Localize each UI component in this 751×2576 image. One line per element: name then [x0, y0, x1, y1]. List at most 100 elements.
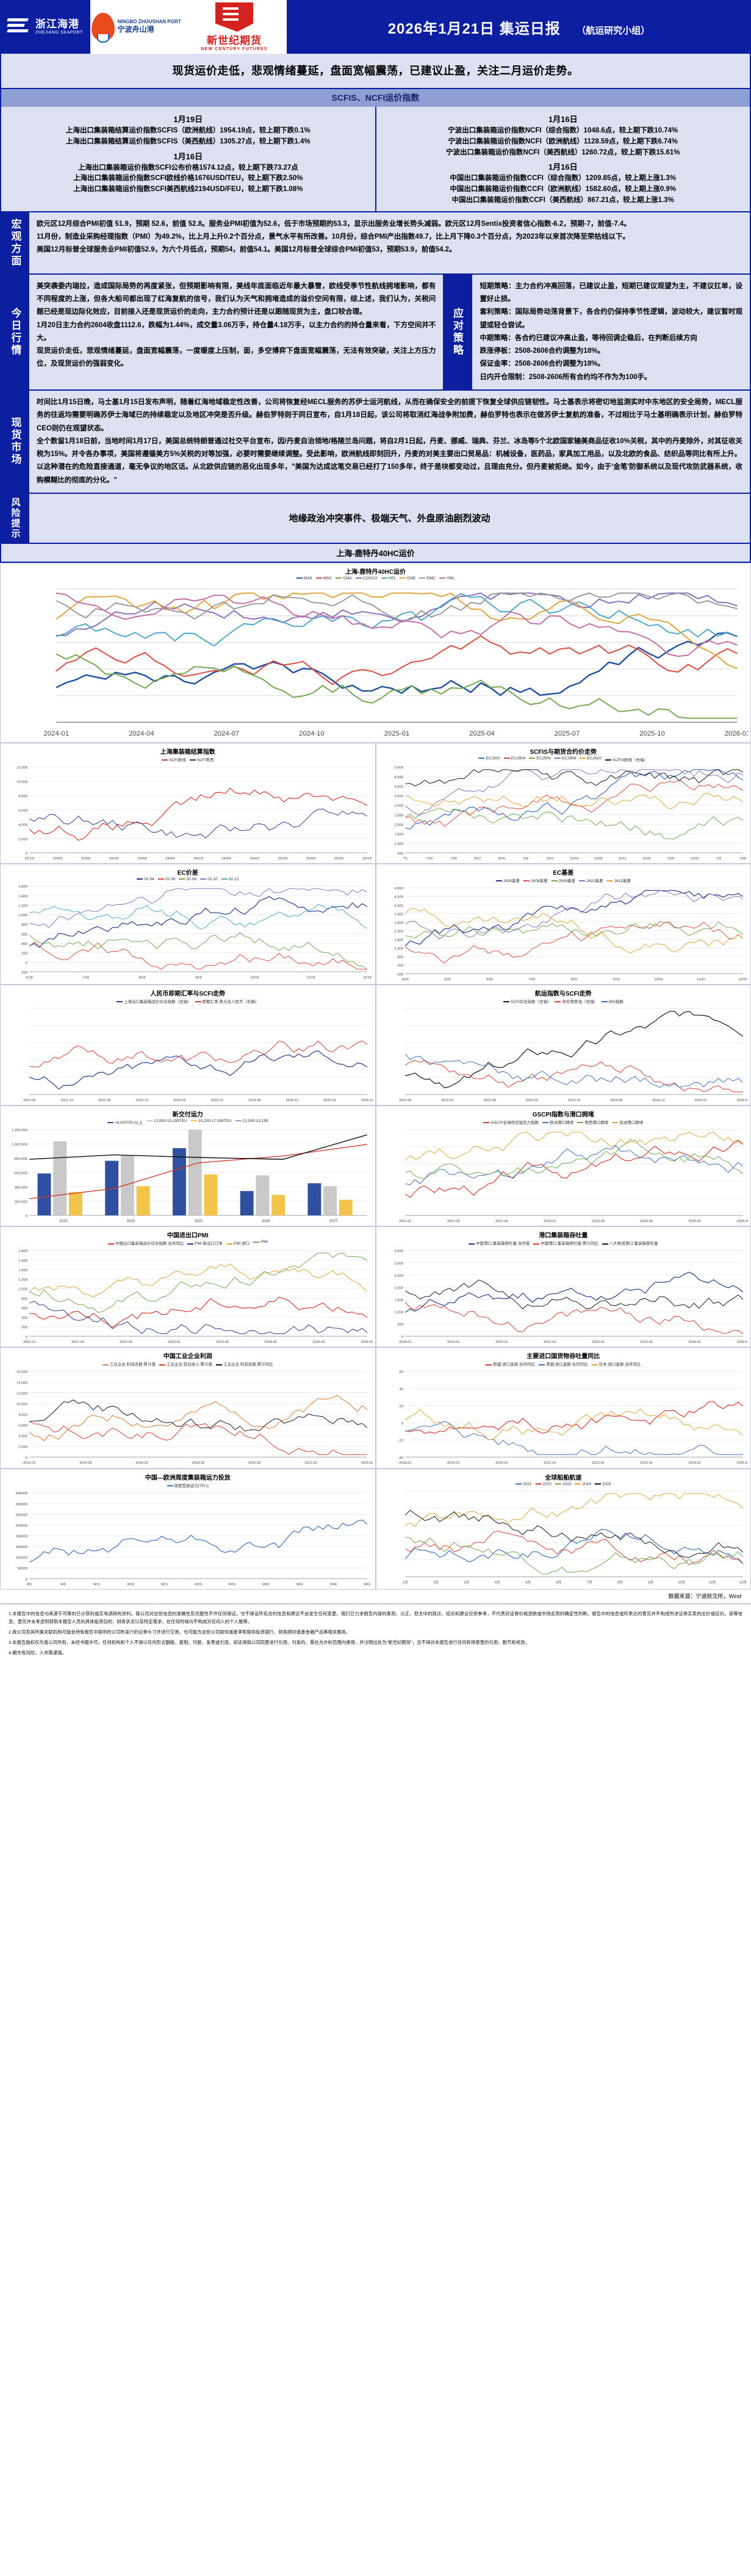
svg-text:2,000: 2,000: [394, 823, 403, 827]
logo-group: 浙江海港 ZHEJIANG SEAPORT NINGBO ZHOUSHAN PO…: [0, 0, 287, 54]
svg-text:2026: 2026: [262, 1220, 270, 1223]
legend-item: EC2608: [554, 756, 576, 762]
svg-text:7/29: 7/29: [450, 856, 456, 860]
svg-text:2022-02: 2022-02: [304, 1461, 317, 1465]
disclaimer-paragraph: 3.本报告版权仅为我公司所有，未经书面许可，任何机构和个人不得以任何形式翻版、复…: [9, 1639, 530, 1645]
svg-text:W1: W1: [27, 1582, 32, 1586]
chart-plot: 2021-06 2021-12 2022-06 2022-12 2023-06 2023-…: [3, 1005, 373, 1104]
chart-card: 上海集装箱结算指数 SCFI欧线 SCFI美西 12,000 10,000 8,000 6,…: [0, 742, 376, 864]
svg-text:4,000: 4,000: [394, 785, 403, 789]
svg-text:200,000: 200,000: [15, 1200, 28, 1204]
index-right-date2: 1月16日: [548, 162, 578, 172]
macro-section: 宏观方面 欧元区12月综合PMI初值 51.9，预期 52.6，前值 52.8。…: [0, 212, 751, 275]
svg-text:400: 400: [21, 942, 27, 946]
svg-text:2018-01: 2018-01: [398, 1461, 411, 1465]
svg-text:0: 0: [26, 1215, 28, 1218]
legend-item: 中国出口集装箱运价综合指数:当月同比: [107, 1240, 184, 1246]
svg-text:400,000: 400,000: [15, 1186, 28, 1190]
svg-text:5/20: 5/20: [444, 978, 450, 982]
svg-text:2023: 2023: [59, 1220, 68, 1223]
svg-text:1/20: 1/20: [739, 856, 746, 860]
page-title: 2026年1月21日 集运日报: [387, 20, 561, 37]
index-right-line: 中国出口集装箱运价指数CCFI（美西航线）867.21点，较上期上涨1.3%: [451, 197, 674, 204]
chart-title: 新交付运力: [172, 1112, 203, 1119]
svg-text:2024-12: 2024-12: [286, 1099, 299, 1102]
chart-legend: +8,000TEU以上 12,000-15,199TEU 15,200-17,599…: [3, 1119, 373, 1125]
macro-paragraph: 11月份，制造业采购经理指数（PMI）为49.2%，比上月上升0.2个百分点，景…: [37, 233, 630, 241]
svg-text:2020-02: 2020-02: [248, 1461, 261, 1465]
svg-text:2023-01: 2023-01: [640, 1461, 653, 1465]
legend-item: EC2610: [580, 756, 602, 762]
svg-text:40: 40: [399, 1388, 403, 1392]
legend-item: 2024: [575, 1482, 591, 1486]
svg-text:1,200: 1,200: [18, 904, 27, 908]
squid-icon: [91, 13, 115, 41]
chart-legend: SCFI欧线 SCFI美西: [3, 756, 373, 762]
svg-text:2,000: 2,000: [18, 1446, 27, 1450]
svg-text:2025: 2025: [194, 1220, 203, 1223]
svg-text:W46: W46: [330, 1582, 337, 1586]
legend-item: 周度投放运力(TEU): [167, 1482, 209, 1488]
svg-text:0: 0: [26, 1456, 28, 1460]
legend-item: 八大枢纽港口:集装箱吞吐量: [602, 1240, 658, 1246]
svg-text:2019-01: 2019-01: [447, 1461, 460, 1465]
charts-band-title: 上海-鹿特丹40HC运价: [0, 543, 751, 563]
today-paragraph: 1月20日主力合约2604收盘1112.6，跌幅为1.44%，成交量3.06万手…: [37, 321, 436, 342]
svg-text:14,000: 14,000: [16, 1381, 28, 1385]
svg-text:25/5/5: 25/5/5: [306, 856, 316, 860]
svg-text:12/23: 12/23: [690, 856, 699, 860]
chart-card: 港口集装箱吞吐量 中国港口:集装箱吞吐量:当月值 中国港口:集装箱吞吐量:累计同比八…: [375, 1226, 751, 1348]
svg-text:2024-01: 2024-01: [43, 730, 69, 737]
svg-text:0: 0: [401, 1336, 403, 1339]
index-left-line: 上海出口集装箱结算运价指数SCFIS（美西航线）1305.27点，较上期下跌1.…: [65, 137, 311, 145]
chart-card: SCFIS与期货合约价走势 EC2602 EC2604 EC2606 EC2608 EC2…: [375, 742, 751, 864]
svg-text:500: 500: [397, 1323, 403, 1327]
disclaimer-paragraph: 4.期市有风险，入市需谨慎。: [9, 1649, 66, 1655]
svg-text:3,300: 3,300: [394, 913, 403, 916]
risk-section: 风险提示 地缘政治冲突事件、极端天气、外盘原油剧烈波动: [0, 493, 751, 544]
svg-text:2,500: 2,500: [394, 1275, 403, 1278]
disclaimer-paragraph: 1.本报告中的信息均来源于可靠的已计获利或实地调研的资料。我公司对这些信息的准确…: [9, 1610, 742, 1624]
svg-text:2月: 2月: [433, 1580, 439, 1584]
chart-title: SCFIS与期货合约价走势: [530, 748, 597, 756]
legend-item: 2608基差: [551, 877, 575, 883]
legend-item: 2606基差: [523, 877, 548, 883]
logo3-en: NEW CENTURY FUTURES: [201, 47, 268, 51]
chart-card: 人民币即期汇率与SCFI走势 上海出口集装箱运价综合指数（左轴） 即期汇率:美元兑人…: [0, 984, 376, 1106]
legend-item: CMA: [336, 576, 352, 581]
index-left-date2: 1月16日: [173, 151, 203, 161]
legend-item: 亚洲港口拥堵: [612, 1119, 643, 1125]
legend-item: 工业企业:利润总额:累计同比: [216, 1361, 273, 1367]
legend-item: 2025: [594, 1482, 611, 1486]
svg-text:6,000: 6,000: [18, 809, 27, 812]
svg-text:8/12: 8/12: [474, 856, 481, 860]
index-left-column: 1月19日 上海出口集装箱结算运价指数SCFIS（欧洲航线）1954.19点，较…: [1, 107, 375, 211]
svg-text:8月: 8月: [617, 1580, 623, 1584]
logo1-en: ZHEJIANG SEAPORT: [35, 30, 83, 35]
macro-body: 欧元区12月综合PMI初值 51.9，预期 52.6，前值 52.8。服务业PM…: [29, 212, 750, 273]
legend-item: MSK: [296, 576, 312, 581]
svg-text:1,600: 1,600: [18, 1259, 27, 1263]
legend-item: 工业企业:营业收入:累计值: [159, 1361, 212, 1367]
svg-text:W26: W26: [195, 1582, 202, 1586]
chart-title: 港口集装箱吞吐量: [539, 1232, 588, 1240]
svg-text:2023-03: 2023-03: [525, 1099, 538, 1102]
legend-item: GSCPI全球供应链压力指数: [483, 1119, 539, 1125]
svg-text:4/20: 4/20: [401, 978, 408, 982]
legend-item: 布伦特原油（右轴）: [555, 998, 598, 1004]
charts-grid: 上海-鹿特丹40HC运价 MSK MSC CMA COSCO HPL ONE EMC YML 20…: [0, 562, 751, 1590]
index-left-line: 上海出口集装箱运价指数SCFI公布价格1574.12点，较上期下跌73.27点: [77, 164, 298, 172]
chart-title: 上海集装箱结算指数: [160, 748, 215, 756]
legend-item: PMI: [253, 1240, 268, 1246]
svg-text:2025-07: 2025-07: [694, 1099, 707, 1102]
svg-text:7/20: 7/20: [528, 978, 535, 982]
legend-item: EC2604: [503, 756, 525, 762]
chart-card: EC价差 02-04 02-06 02-08 02-10 02-12 1,600 1,400 1…: [0, 863, 376, 985]
svg-text:2024-02: 2024-02: [361, 1461, 373, 1465]
svg-text:1,600: 1,600: [18, 885, 27, 889]
page-subtitle: （航运研究小组）: [577, 25, 650, 36]
legend-item: 上海出口集装箱运价综合指数（左轴）: [117, 998, 192, 1004]
svg-text:0: 0: [26, 961, 28, 965]
headline-summary: 现货运价走低，悲观情绪蔓延，盘面宽幅震荡，已建议止盈，关注二月运价走势。: [0, 54, 751, 89]
svg-text:23/5/8: 23/5/8: [137, 856, 147, 860]
